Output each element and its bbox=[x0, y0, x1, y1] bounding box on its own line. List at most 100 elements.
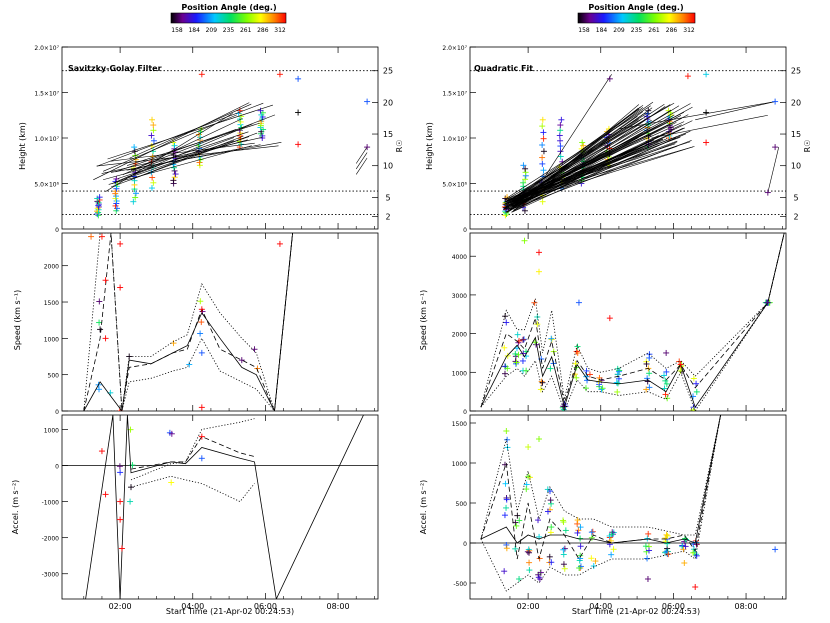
data-point bbox=[661, 372, 668, 379]
colorbar-title: Position Angle (deg.) bbox=[588, 3, 683, 12]
y-tick-label: 1.5×10⁷ bbox=[34, 91, 59, 98]
data-point bbox=[236, 107, 243, 114]
outlier-point bbox=[126, 353, 133, 360]
data-point bbox=[615, 375, 622, 382]
fit-line bbox=[767, 147, 780, 193]
y-tick-label: 2.0×10⁷ bbox=[442, 45, 467, 52]
y-tick-label: 0 bbox=[463, 541, 467, 548]
colorbar-tick-label: 158 bbox=[578, 27, 590, 34]
data-point bbox=[170, 164, 177, 171]
plot-frame-left-speed bbox=[61, 232, 379, 412]
data-point bbox=[131, 144, 138, 151]
colorbar-gradient bbox=[577, 12, 696, 24]
outlier-point bbox=[198, 404, 205, 411]
y2-tick-label: 2 bbox=[385, 212, 390, 221]
fit-line bbox=[512, 137, 677, 213]
x-tick-label: 04:00 bbox=[589, 602, 612, 611]
y2-tick-label: 5 bbox=[793, 193, 798, 202]
data-point bbox=[598, 386, 605, 393]
data-point bbox=[557, 143, 564, 150]
y2-tick-label: 15 bbox=[383, 130, 393, 139]
fit-line bbox=[507, 104, 671, 202]
fit-line bbox=[126, 144, 261, 171]
data-point bbox=[521, 207, 528, 214]
data-point bbox=[168, 479, 175, 486]
data-point bbox=[196, 159, 203, 166]
outlier-point bbox=[276, 240, 283, 247]
data-point bbox=[535, 574, 542, 581]
data-point bbox=[557, 127, 564, 134]
y-axis-label-speed-left: Speed (km s⁻¹) bbox=[13, 290, 22, 350]
data-point bbox=[574, 517, 581, 524]
data-point bbox=[662, 535, 669, 542]
data-point bbox=[557, 122, 564, 129]
outlier-point bbox=[102, 491, 109, 498]
data-point bbox=[577, 543, 584, 550]
data-point bbox=[503, 210, 510, 217]
data-point bbox=[148, 132, 155, 139]
series-group-left-accel bbox=[85, 415, 364, 599]
y-tick-label: 4000 bbox=[452, 254, 467, 261]
y2-tick-label: 25 bbox=[383, 67, 393, 76]
outlier-point bbox=[198, 349, 205, 356]
data-point bbox=[560, 551, 567, 558]
data-point bbox=[520, 336, 527, 343]
data-point bbox=[540, 148, 547, 155]
y-tick-label: 0 bbox=[463, 409, 467, 416]
data-point bbox=[516, 517, 523, 524]
series-line-dotted bbox=[130, 418, 255, 481]
outlier-point bbox=[536, 249, 543, 256]
fit-line bbox=[505, 115, 638, 211]
data-point bbox=[663, 531, 670, 538]
data-point bbox=[662, 391, 669, 398]
data-point bbox=[95, 199, 102, 206]
fit-line bbox=[509, 118, 643, 201]
y-tick-label: 2.0×10⁷ bbox=[34, 45, 59, 52]
fit-line bbox=[105, 113, 233, 192]
data-point bbox=[588, 534, 595, 541]
y2-tick-label: 20 bbox=[383, 98, 393, 107]
outlier-point bbox=[117, 516, 124, 523]
data-point bbox=[548, 335, 555, 342]
outlier-point bbox=[364, 144, 371, 151]
data-point bbox=[116, 463, 123, 470]
data-point bbox=[198, 319, 205, 326]
data-point bbox=[663, 368, 670, 375]
data-point bbox=[646, 384, 653, 391]
data-point bbox=[580, 142, 587, 149]
data-point bbox=[150, 179, 157, 186]
data-point bbox=[513, 522, 520, 529]
data-point bbox=[574, 343, 581, 350]
y-axis-label-height-left: Height (km) bbox=[18, 122, 27, 170]
data-point bbox=[560, 546, 567, 553]
fit-line bbox=[510, 106, 641, 204]
y-tick-label: 500 bbox=[456, 501, 468, 508]
y-axis-label-height-right: Height (km) bbox=[425, 122, 434, 170]
fit-line bbox=[503, 136, 681, 203]
data-point bbox=[96, 298, 103, 305]
y-tick-label: 5.0×10⁶ bbox=[442, 182, 467, 189]
fit-line bbox=[511, 104, 640, 213]
data-point bbox=[608, 531, 615, 538]
y-tick-label: 3000 bbox=[452, 293, 467, 300]
outlier-point bbox=[703, 109, 710, 116]
outlier-point bbox=[295, 141, 302, 148]
outlier-point bbox=[677, 361, 684, 368]
data-point bbox=[132, 194, 139, 201]
data-point bbox=[561, 565, 568, 572]
data-point bbox=[579, 139, 586, 146]
data-point bbox=[535, 571, 542, 578]
data-point bbox=[501, 568, 508, 575]
series-group-right-accel bbox=[480, 415, 779, 592]
y-tick-label: -500 bbox=[453, 581, 467, 588]
fit-line bbox=[355, 152, 368, 170]
data-point bbox=[537, 386, 544, 393]
data-point bbox=[575, 527, 582, 534]
data-point bbox=[557, 153, 564, 160]
data-point bbox=[664, 540, 671, 547]
data-point bbox=[237, 130, 244, 137]
data-point bbox=[150, 137, 157, 144]
data-point bbox=[544, 508, 551, 515]
data-point bbox=[171, 174, 178, 181]
fit-line bbox=[512, 125, 642, 202]
